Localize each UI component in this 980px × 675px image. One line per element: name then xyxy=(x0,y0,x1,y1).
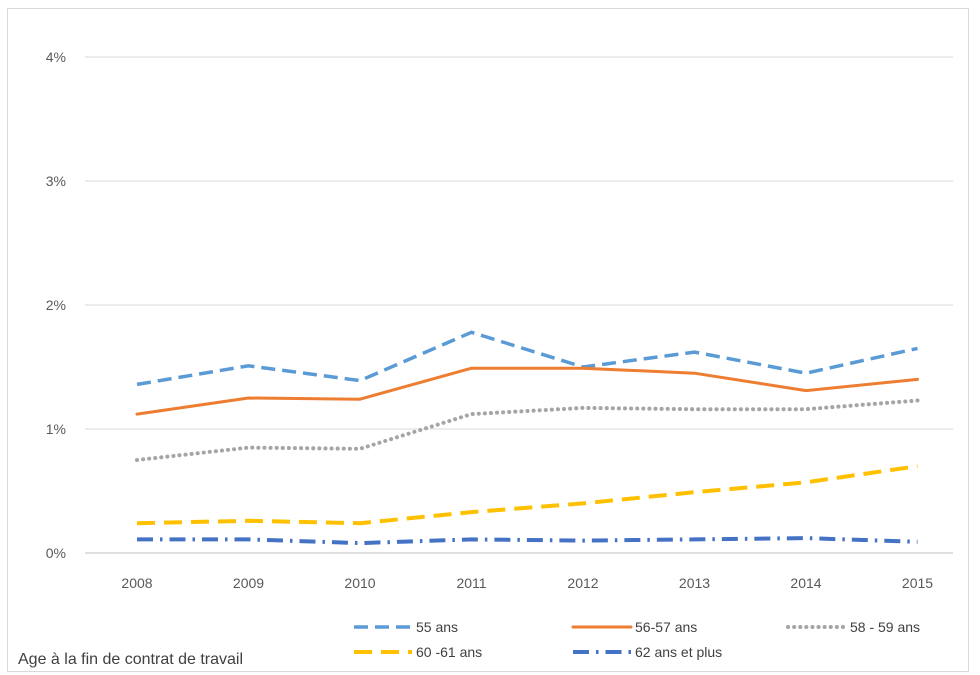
x-tick-label: 2011 xyxy=(456,575,486,591)
legend-label: 58 - 59 ans xyxy=(850,619,920,635)
y-tick-label: 3% xyxy=(46,173,66,189)
legend-item: 62 ans et plus xyxy=(573,644,722,660)
series-line-5 xyxy=(137,536,918,546)
legend: Age à la fin de contrat de travail 55 an… xyxy=(18,619,920,668)
legend-title: Age à la fin de contrat de travail xyxy=(18,651,243,668)
x-tick-label: 2013 xyxy=(679,575,710,591)
legend-label: 55 ans xyxy=(416,619,458,635)
series-line-3 xyxy=(135,398,920,462)
x-tick-label: 2009 xyxy=(233,575,264,591)
y-axis-ticks: 0% 1% 2% 3% 4% xyxy=(46,49,66,561)
y-tick-label: 1% xyxy=(46,421,66,437)
y-tick-label: 0% xyxy=(46,545,66,561)
legend-item: 58 - 59 ans xyxy=(786,619,920,635)
line-chart: 0%1%2%3%4% 2008 2009 2010 2011 2012 2013 2014 2… xyxy=(18,49,953,668)
y-tick-label: 2% xyxy=(46,297,66,313)
x-tick-label: 2015 xyxy=(902,575,933,591)
x-tick-label: 2012 xyxy=(567,575,598,591)
x-axis-ticks: 2008 2009 2010 2011 2012 2013 2014 2015 xyxy=(121,575,933,591)
gridlines xyxy=(85,56,953,554)
legend-item: 60 -61 ans xyxy=(354,644,482,660)
legend-label: 60 -61 ans xyxy=(416,644,482,660)
x-tick-label: 2010 xyxy=(344,575,375,591)
x-tick-label: 2008 xyxy=(121,575,152,591)
x-tick-label: 2014 xyxy=(790,575,821,591)
series-line-4 xyxy=(136,464,918,526)
legend-item: 55 ans xyxy=(354,619,458,635)
legend-label: 56-57 ans xyxy=(635,619,697,635)
legend-item: 56-57 ans xyxy=(571,619,697,635)
series-line-1 xyxy=(136,330,918,387)
series-line-2 xyxy=(135,366,919,416)
series-lines xyxy=(135,330,920,546)
chart-frame: 0% 1% 2% 3% 4% 2008 2009 2010 2011 2012 2013 2014 2… xyxy=(7,8,969,672)
y-tick-label: 4% xyxy=(46,49,66,65)
legend-label: 62 ans et plus xyxy=(635,644,722,660)
